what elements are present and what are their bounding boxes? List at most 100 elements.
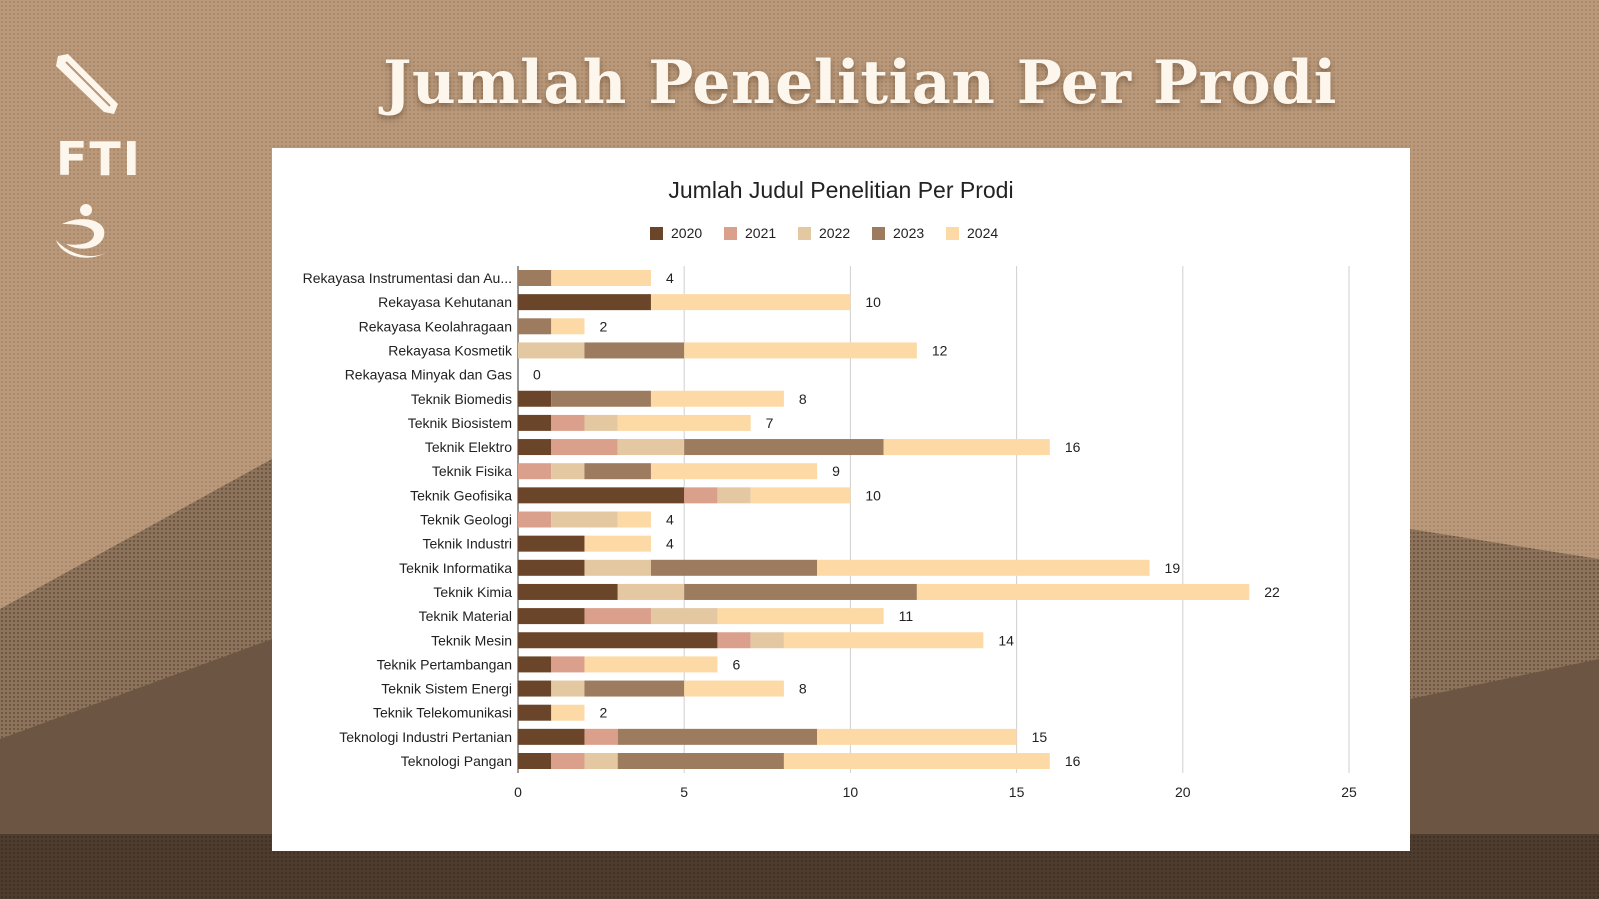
legend-swatch-2023 bbox=[872, 227, 885, 240]
bar-segment-2020 bbox=[518, 728, 585, 745]
bar-segment-2020 bbox=[518, 487, 685, 504]
bar-segment-2024 bbox=[817, 728, 1017, 745]
total-label: 15 bbox=[1032, 729, 1048, 745]
legend-swatch-2021 bbox=[724, 227, 737, 240]
bar-segment-2022 bbox=[551, 680, 585, 697]
bar-segment-2022 bbox=[617, 583, 685, 600]
total-label: 6 bbox=[732, 656, 740, 672]
total-label: 11 bbox=[899, 608, 914, 624]
chart-category-labels: Rekayasa Instrumentasi dan Au... Rekayasa… bbox=[303, 270, 513, 769]
bar-segment-2023 bbox=[551, 390, 651, 407]
bar-segment-2024 bbox=[684, 680, 784, 697]
legend-label-2023: 2023 bbox=[893, 225, 924, 241]
bar-segment-2021 bbox=[551, 656, 585, 673]
bar-segment-2021 bbox=[518, 511, 552, 528]
chart-title: Jumlah Judul Penelitian Per Prodi bbox=[668, 177, 1013, 203]
bar-segment-2022 bbox=[717, 487, 751, 504]
total-label: 2 bbox=[599, 705, 607, 721]
bar-segment-2020 bbox=[518, 294, 651, 311]
total-label: 16 bbox=[1065, 753, 1081, 769]
category-label: Teknik Biomedis bbox=[411, 391, 512, 407]
bar-segment-2023 bbox=[584, 680, 685, 697]
bar-segment-2024 bbox=[551, 270, 651, 286]
total-label: 8 bbox=[799, 391, 807, 407]
bar-segment-2024 bbox=[617, 414, 751, 431]
bar-segment-2020 bbox=[518, 439, 552, 456]
legend-swatch-2022 bbox=[798, 227, 811, 240]
bar-segment-2024 bbox=[584, 656, 718, 673]
category-label: Teknik Mesin bbox=[431, 632, 512, 648]
x-tick-label-5: 5 bbox=[680, 784, 688, 800]
bar-segment-2023 bbox=[518, 270, 552, 286]
bar-segment-2022 bbox=[584, 414, 618, 431]
category-label: Teknik Geofisika bbox=[410, 487, 512, 503]
total-label: 4 bbox=[666, 512, 674, 528]
bar-segment-2020 bbox=[518, 608, 585, 625]
bar-segment-2024 bbox=[551, 704, 585, 721]
bar-segment-2021 bbox=[717, 632, 751, 649]
legend-label-2024: 2024 bbox=[967, 225, 998, 241]
bar-segment-2024 bbox=[617, 511, 651, 528]
bar-segment-2020 bbox=[518, 535, 585, 552]
bar-segment-2021 bbox=[584, 608, 651, 625]
slide-title: Jumlah Penelitian Per Prodi bbox=[383, 48, 1337, 118]
bar-segment-2020 bbox=[518, 632, 718, 649]
bar-segment-2024 bbox=[817, 559, 1150, 576]
chart-legend: 2020 2021 2022 2023 2024 bbox=[650, 225, 998, 241]
legend-swatch-2024 bbox=[946, 227, 959, 240]
category-label: Teknik Geologi bbox=[420, 512, 512, 528]
total-label: 10 bbox=[865, 487, 881, 503]
category-label: Rekayasa Keolahragaan bbox=[359, 318, 512, 334]
bar-segment-2022 bbox=[750, 632, 784, 649]
total-label: 22 bbox=[1264, 584, 1280, 600]
bar-segment-2023 bbox=[584, 463, 651, 480]
category-label: Teknik Elektro bbox=[425, 439, 512, 455]
bar-segment-2021 bbox=[551, 753, 585, 769]
total-label: 14 bbox=[998, 632, 1014, 648]
bar-segment-2021 bbox=[518, 463, 552, 480]
total-label: 4 bbox=[666, 270, 674, 286]
logo-column: FTI bbox=[52, 52, 142, 278]
total-label: 0 bbox=[533, 367, 541, 383]
bar-segment-2020 bbox=[518, 414, 552, 431]
category-label: Rekayasa Kehutanan bbox=[378, 294, 512, 310]
chart-bars bbox=[518, 270, 1250, 769]
bar-segment-2024 bbox=[717, 608, 884, 625]
total-label: 16 bbox=[1065, 439, 1081, 455]
bar-segment-2020 bbox=[518, 680, 552, 697]
stacked-bar-chart: Jumlah Judul Penelitian Per Prodi 2020 20… bbox=[303, 177, 1357, 800]
category-label: Rekayasa Instrumentasi dan Au... bbox=[303, 270, 512, 286]
bar-segment-2021 bbox=[584, 728, 618, 745]
bar-segment-2024 bbox=[650, 390, 784, 407]
total-label: 12 bbox=[932, 342, 948, 358]
x-tick-label-20: 20 bbox=[1175, 784, 1191, 800]
bar-segment-2020 bbox=[518, 704, 552, 721]
legend-label-2021: 2021 bbox=[745, 225, 776, 241]
bar-segment-2022 bbox=[617, 439, 685, 456]
legend-label-2020: 2020 bbox=[671, 225, 702, 241]
total-label: 2 bbox=[599, 318, 607, 334]
category-label: Teknik Fisika bbox=[432, 463, 512, 479]
bar-segment-2020 bbox=[518, 753, 552, 769]
bar-segment-2024 bbox=[650, 294, 851, 311]
total-label: 19 bbox=[1165, 560, 1181, 576]
bar-segment-2020 bbox=[518, 559, 585, 576]
category-label: Teknik Material bbox=[419, 608, 512, 624]
bar-segment-2023 bbox=[518, 318, 552, 335]
x-tick-label-0: 0 bbox=[514, 784, 522, 800]
chart-total-labels: 4 10 2 12 0 8 7 16 9 10 4 4 19 22 11 14 6 8 2 15 16 bbox=[533, 270, 1280, 769]
bar-segment-2020 bbox=[518, 390, 552, 407]
bar-segment-2022 bbox=[518, 342, 585, 359]
category-label: Teknik Kimia bbox=[433, 584, 512, 600]
bar-segment-2024 bbox=[750, 487, 851, 504]
fti-wordmark: FTI bbox=[56, 132, 142, 186]
category-label: Teknik Pertambangan bbox=[377, 656, 512, 672]
category-label: Rekayasa Kosmetik bbox=[388, 342, 513, 358]
bar-segment-2021 bbox=[551, 414, 585, 431]
bar-segment-2023 bbox=[584, 342, 685, 359]
bar-segment-2024 bbox=[883, 439, 1050, 456]
bar-segment-2022 bbox=[551, 463, 585, 480]
total-label: 7 bbox=[766, 415, 774, 431]
bar-segment-2023 bbox=[684, 439, 884, 456]
bar-segment-2020 bbox=[518, 583, 618, 600]
